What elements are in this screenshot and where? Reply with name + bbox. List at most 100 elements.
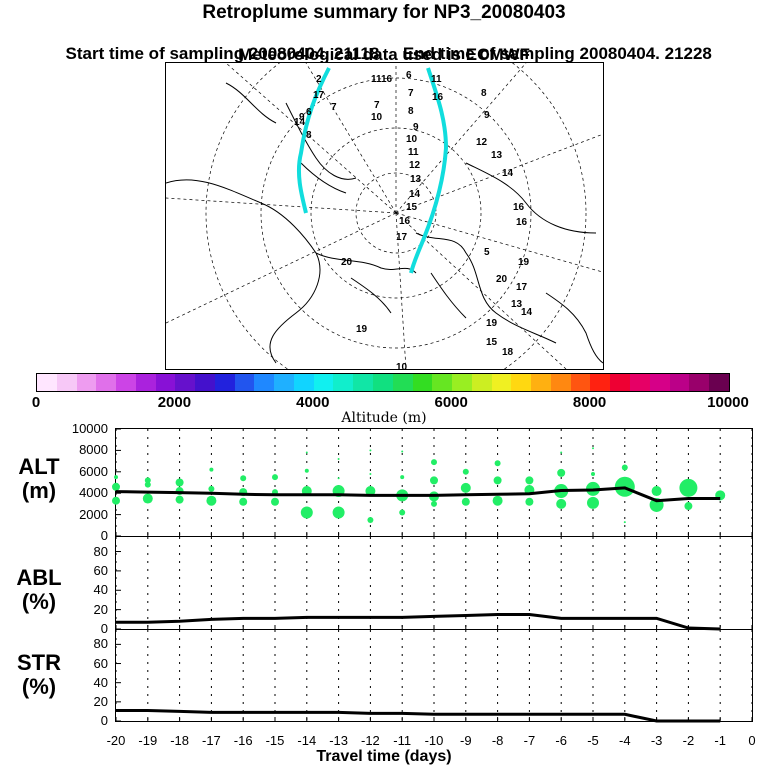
str-series-line [116, 708, 721, 723]
alt-spread-dot [651, 486, 662, 497]
x-tick-label: -4 [619, 733, 631, 748]
alt-y-tick-label: 8000 [79, 442, 108, 458]
colorbar-swatch [155, 374, 176, 391]
alt-spread-dot [272, 474, 278, 481]
alt-spread-dot [560, 451, 563, 454]
x-axis-title: Travel time (days) [316, 748, 452, 765]
start-time: Start time of sampling 20080404. 21118 [65, 44, 380, 63]
x-tick-label: -12 [360, 733, 380, 748]
alt-label-line2: (m) [21, 478, 57, 503]
alt-spread-dot [337, 477, 340, 480]
colorbar-swatch [412, 374, 433, 391]
map-day-label: 8 [408, 106, 414, 117]
colorbar-swatch [234, 374, 255, 391]
polar-map: 2 17 7 6 9 14 11 16 7 8 10 6 7 8 9 10 11 12 13 14 15 16 17 11 16… [165, 62, 604, 370]
alt-spread-dot [430, 476, 438, 485]
alt-spread-dot [206, 495, 217, 506]
alt-label-line1: ALT [18, 454, 60, 479]
colorbar-swatch [313, 374, 334, 391]
map-day-label: 16 [399, 216, 411, 227]
alt-spread-dot [494, 460, 501, 467]
map-day-label: 13 [511, 299, 523, 310]
alt-spread-dot [239, 497, 248, 506]
alt-spread-dot [332, 506, 345, 519]
colorbar-tick-label: 6000 [434, 394, 468, 411]
alt-spread-dot [431, 500, 437, 507]
map-day-label: 2 [316, 74, 322, 85]
map-day-label: 8 [306, 130, 312, 141]
colorbar-title: Altitude (m) [341, 410, 427, 426]
map-day-label: 15 [486, 337, 498, 348]
alt-spread-dot [144, 477, 151, 484]
x-tick-label: -18 [170, 733, 189, 748]
colorbar-swatch [373, 374, 393, 391]
x-tick-label: -13 [329, 733, 348, 748]
colorbar-swatch [37, 374, 57, 391]
x-tick-label: -2 [682, 733, 695, 748]
str-y-tick-label: 40 [93, 674, 108, 690]
colorbar-swatch [689, 374, 710, 391]
alt-spread-dot [592, 447, 594, 450]
map-day-label: 9 [484, 110, 490, 121]
colorbar-swatch [56, 374, 77, 391]
colorbar-swatch [96, 374, 117, 391]
alt-y-tick-label: 6000 [79, 463, 108, 479]
map-day-label: 14 [294, 117, 306, 128]
map-day-label: 10 [396, 362, 408, 370]
alt-y-tick-label: 10000 [71, 421, 108, 436]
colorbar-swatch [669, 374, 690, 391]
map-day-label: 11 [408, 147, 419, 158]
map-day-label: 17 [516, 282, 528, 293]
map-day-label: 6 [306, 107, 312, 118]
alt-spread-dot [587, 496, 599, 509]
x-tick-label: 0 [748, 733, 756, 748]
map-day-label: 16 [516, 217, 528, 228]
x-tick-label: -11 [393, 733, 412, 748]
map-day-label: 19 [486, 318, 498, 329]
alt-spread-dot [525, 476, 534, 485]
alt-spread-dot [460, 482, 471, 493]
x-tick-label: -6 [555, 733, 567, 748]
alt-spread-dot [623, 521, 626, 524]
colorbar-swatch [649, 374, 670, 391]
map-day-label: 18 [502, 347, 514, 358]
str-y-tick-label: 0 [100, 713, 108, 728]
alt-spread-dot [684, 502, 693, 511]
abl-y-tick-label: 60 [93, 562, 108, 578]
colorbar-swatch [590, 374, 611, 391]
map-day-label: 14 [502, 168, 514, 179]
alt-spread-dot [271, 497, 279, 506]
map-day-label: 16 [432, 92, 444, 103]
colorbar-swatch [274, 374, 294, 391]
alt-spread-dot [400, 475, 405, 480]
str-y-tick-label: 80 [93, 636, 108, 652]
alt-y-tick-label: 4000 [79, 485, 108, 501]
map-day-label: 5 [484, 247, 490, 258]
map-day-label: 17 [313, 90, 325, 101]
map-day-label: 7 [408, 88, 414, 99]
map-day-label: 8 [481, 88, 487, 99]
plume-tracks [296, 67, 449, 274]
abl-label-line1: ABL [16, 565, 62, 590]
colorbar-swatch [629, 374, 650, 391]
alt-spread-dot [112, 496, 120, 505]
alt-spread-dot [492, 495, 503, 506]
map-day-label: 13 [491, 150, 503, 161]
alt-spread-dot [114, 475, 118, 480]
colorbar-swatch [293, 374, 314, 391]
x-tick-label: -15 [265, 733, 285, 748]
abl-label: ABL (%) [4, 566, 74, 614]
map-day-label: 10 [371, 112, 383, 123]
map-day-label: 12 [476, 137, 488, 148]
alt-spread-dot [209, 467, 214, 472]
sampling-times: Start time of sampling 20080404. 21118 E… [0, 24, 768, 64]
colorbar-swatch [254, 374, 275, 391]
x-tick-label: -8 [491, 733, 504, 748]
str-label-line2: (%) [21, 674, 57, 699]
str-label: STR (%) [4, 651, 74, 699]
alt-y-tick-label: 0 [100, 528, 108, 543]
colorbar-swatch [353, 374, 374, 391]
alt-spread-dot [304, 468, 309, 473]
abl-label-line2: (%) [21, 589, 57, 614]
